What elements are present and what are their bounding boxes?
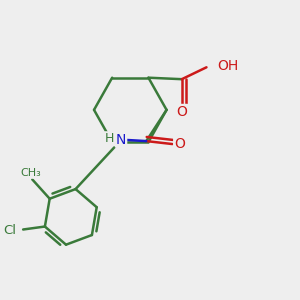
Text: OH: OH — [218, 59, 239, 74]
Text: H: H — [105, 132, 114, 145]
Text: CH₃: CH₃ — [20, 168, 41, 178]
Text: N: N — [116, 133, 126, 147]
Text: Cl: Cl — [3, 224, 16, 237]
Text: O: O — [174, 137, 185, 151]
Text: O: O — [176, 105, 187, 119]
